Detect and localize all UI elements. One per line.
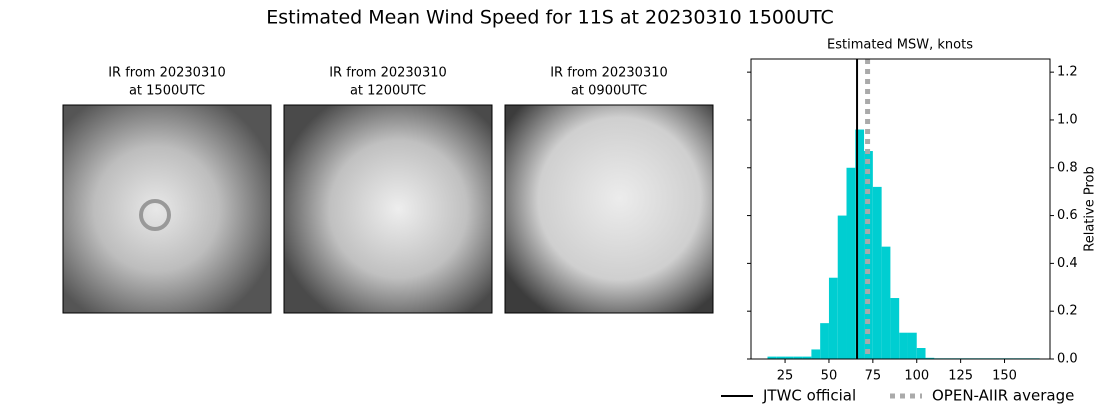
panel-title: IR from 20230310 xyxy=(329,66,447,81)
panel-title: at 1500UTC xyxy=(129,84,205,99)
ir-image xyxy=(504,104,714,314)
bar xyxy=(916,348,926,359)
bar xyxy=(802,356,812,359)
panel-title: IR from 20230310 xyxy=(550,66,668,81)
bar xyxy=(828,277,838,359)
legend-label: JTWC official xyxy=(762,387,856,405)
bar xyxy=(890,298,900,359)
y-tick-label: 0.8 xyxy=(1057,160,1078,175)
bar xyxy=(907,332,917,359)
bar xyxy=(846,167,856,359)
legend-label: OPEN-AIIR average xyxy=(932,387,1074,405)
x-tick-label: 150 xyxy=(992,369,1017,384)
bar xyxy=(793,356,803,359)
bar xyxy=(855,129,865,359)
y-tick-label: 0.0 xyxy=(1057,352,1078,367)
bar xyxy=(881,246,891,359)
bar xyxy=(837,215,847,359)
ir-image xyxy=(283,104,493,314)
y-tick-label: 1.2 xyxy=(1057,65,1078,80)
x-tick-label: 100 xyxy=(904,369,929,384)
y-tick-label: 1.0 xyxy=(1057,112,1078,127)
panel-title: IR from 20230310 xyxy=(108,66,226,81)
bar xyxy=(767,356,777,359)
x-tick-label: 75 xyxy=(865,369,882,384)
y-axis-label: Relative Prob xyxy=(1083,166,1098,251)
bar xyxy=(820,323,829,359)
bar xyxy=(925,357,935,359)
y-tick-label: 0.2 xyxy=(1057,304,1078,319)
chart-title: Estimated MSW, knots xyxy=(827,38,973,53)
bar xyxy=(864,151,873,359)
panel-title: at 0900UTC xyxy=(571,84,647,99)
x-tick-label: 125 xyxy=(948,369,973,384)
y-tick-label: 0.6 xyxy=(1057,208,1078,223)
x-tick-label: 25 xyxy=(777,369,794,384)
eye xyxy=(139,199,171,231)
panel-title: at 1200UTC xyxy=(350,84,426,99)
ir-panel: IR from 20230310 at 0900UTC xyxy=(504,66,714,314)
bar xyxy=(785,356,794,359)
bar xyxy=(899,332,908,359)
ir-panel: IR from 20230310 at 1200UTC xyxy=(283,66,493,314)
y-tick-label: 0.4 xyxy=(1057,256,1078,271)
bar xyxy=(776,356,786,359)
plot-frame xyxy=(750,58,1051,360)
bar xyxy=(811,349,821,359)
figure-title: Estimated Mean Wind Speed for 11S at 202… xyxy=(266,7,834,29)
x-tick-label: 50 xyxy=(821,369,838,384)
ir-panel: IR from 20230310 at 1500UTC xyxy=(62,66,272,314)
bar xyxy=(872,186,882,359)
